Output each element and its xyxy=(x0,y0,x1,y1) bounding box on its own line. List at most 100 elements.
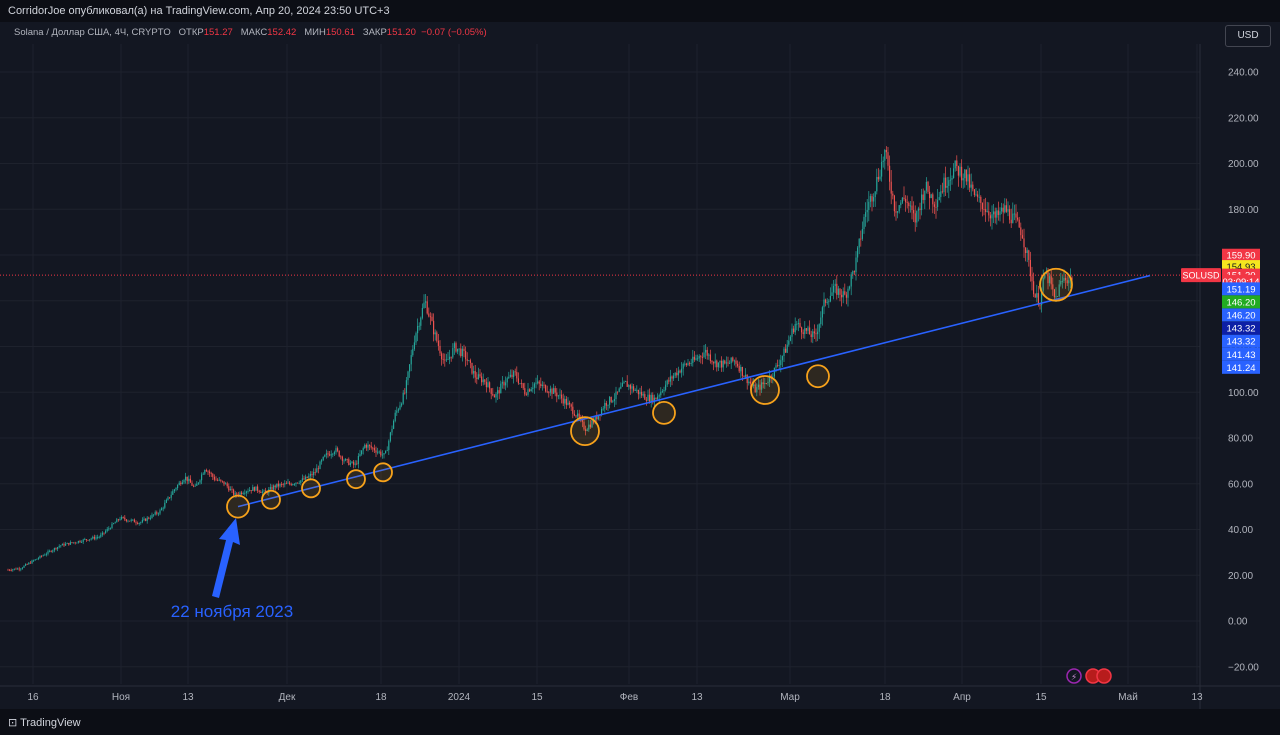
candle-body xyxy=(845,294,847,298)
candle-body xyxy=(546,391,548,393)
candle-body xyxy=(940,191,942,198)
candle-body xyxy=(621,382,623,387)
candle-body xyxy=(476,377,478,380)
candle-body xyxy=(106,528,108,532)
publisher-bar: CorridorJoe опубликовал(а) на TradingVie… xyxy=(0,0,1280,22)
candle-body xyxy=(650,394,652,402)
candle-body xyxy=(789,336,791,341)
candle-body xyxy=(577,413,579,417)
symbol-name[interactable]: Solana / Доллар США, 4Ч, CRYPTO xyxy=(14,27,171,38)
candle-body xyxy=(103,532,105,534)
candle-body xyxy=(39,555,41,559)
candle-body xyxy=(180,482,182,485)
candle-body xyxy=(783,348,785,357)
candle-body xyxy=(495,393,497,398)
candle-body xyxy=(375,450,377,453)
candle-body xyxy=(913,210,915,214)
candle-body xyxy=(223,481,225,485)
candle-body xyxy=(565,398,567,405)
candle-body xyxy=(679,370,681,373)
candle-body xyxy=(233,489,235,495)
candle-body xyxy=(109,528,111,530)
candle-body xyxy=(15,568,17,570)
candle-body xyxy=(1049,276,1051,284)
x-tick-label: Фев xyxy=(620,692,638,703)
candle-body xyxy=(933,204,935,207)
candle-body xyxy=(244,492,246,494)
price-chart[interactable]: 22 ноября 2023⚡ 240.00220.00200.00180.00… xyxy=(0,0,1280,709)
candle-body xyxy=(681,368,683,373)
tradingview-logo: ⊡ TradingView xyxy=(8,717,81,729)
candle-body xyxy=(247,491,249,492)
candle-body xyxy=(149,517,151,519)
candle-body xyxy=(641,391,643,396)
candle-body xyxy=(157,513,159,515)
candle-body xyxy=(415,333,417,343)
candle-body xyxy=(316,468,318,473)
candle-body xyxy=(514,371,516,373)
candle-body xyxy=(383,453,385,455)
candle-body xyxy=(1013,213,1015,215)
candle-body xyxy=(162,507,164,509)
candle-body xyxy=(37,558,39,559)
candle-body xyxy=(340,456,342,458)
candle-body xyxy=(533,383,535,388)
candle-body xyxy=(124,517,126,520)
candle-body xyxy=(308,475,310,478)
candle-body xyxy=(588,424,590,430)
candle-body xyxy=(319,461,321,470)
publisher-text: CorridorJoe опубликовал(а) на TradingVie… xyxy=(8,5,390,17)
candle-body xyxy=(644,394,646,400)
price-badge-text: 146.20 xyxy=(1226,297,1255,308)
highlight-circle xyxy=(652,400,676,425)
candle-body xyxy=(591,420,593,428)
candle-body xyxy=(823,299,825,308)
candle-body xyxy=(1071,277,1073,281)
candle-body xyxy=(975,194,977,196)
candle-body xyxy=(343,460,345,462)
candle-body xyxy=(730,357,732,364)
tradingview-logo-text: TradingView xyxy=(20,717,81,729)
candle-body xyxy=(881,161,883,177)
candle-body xyxy=(581,419,583,422)
price-badge-text: 143.32 xyxy=(1226,337,1255,348)
candle-body xyxy=(818,324,820,332)
candle-body xyxy=(773,367,775,377)
y-tick-label: 20.00 xyxy=(1228,571,1253,582)
candle-body xyxy=(111,523,113,529)
candle-body xyxy=(156,512,158,514)
candle-body xyxy=(314,471,316,473)
candle-body xyxy=(189,478,191,483)
candle-body xyxy=(762,382,764,385)
highlight-circle xyxy=(226,494,250,519)
candle-body xyxy=(666,380,668,385)
candle-body xyxy=(553,388,555,394)
candle-body xyxy=(583,421,585,430)
candle-body xyxy=(829,295,831,302)
candle-body xyxy=(745,374,747,377)
candle-body xyxy=(765,383,767,384)
candle-body xyxy=(1026,250,1028,254)
footer-bar: ⊡ TradingView xyxy=(0,709,1280,735)
candle-body xyxy=(127,520,129,522)
candle-body xyxy=(709,354,711,362)
candle-body xyxy=(961,166,963,181)
currency-button[interactable]: USD xyxy=(1225,25,1271,47)
candle-body xyxy=(236,493,238,495)
candle-body xyxy=(209,471,211,474)
candle-body xyxy=(813,331,815,334)
candle-body xyxy=(898,205,900,212)
y-tick-label: 60.00 xyxy=(1228,479,1253,490)
price-badge-text: 141.43 xyxy=(1226,350,1255,361)
candle-body xyxy=(338,450,340,457)
candle-body xyxy=(101,532,103,535)
candle-body xyxy=(119,519,121,520)
candle-body xyxy=(802,332,804,335)
candle-body xyxy=(559,394,561,396)
candle-body xyxy=(34,559,36,561)
candle-body xyxy=(345,459,347,461)
candle-body xyxy=(381,454,383,456)
candle-body xyxy=(164,502,166,508)
candle-body xyxy=(370,445,372,448)
candle-body xyxy=(229,489,231,491)
